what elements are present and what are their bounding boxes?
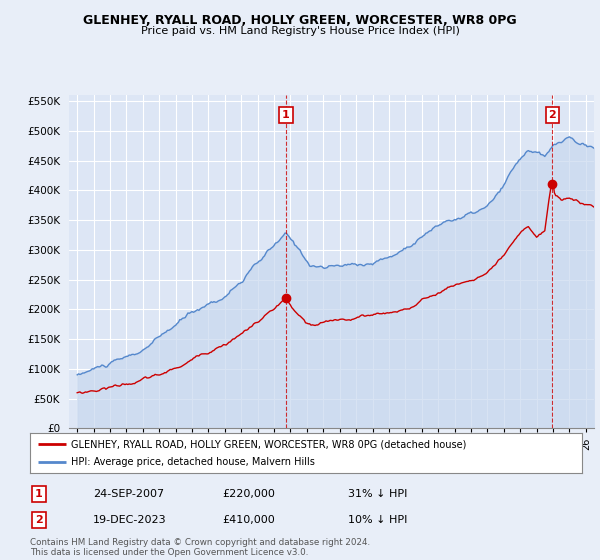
Text: 31% ↓ HPI: 31% ↓ HPI [348, 489, 407, 499]
Text: HPI: Average price, detached house, Malvern Hills: HPI: Average price, detached house, Malv… [71, 458, 315, 467]
Text: 19-DEC-2023: 19-DEC-2023 [93, 515, 167, 525]
Text: £410,000: £410,000 [222, 515, 275, 525]
Text: £220,000: £220,000 [222, 489, 275, 499]
Text: 24-SEP-2007: 24-SEP-2007 [93, 489, 164, 499]
Text: 1: 1 [35, 489, 43, 499]
Text: Contains HM Land Registry data © Crown copyright and database right 2024.
This d: Contains HM Land Registry data © Crown c… [30, 538, 370, 557]
Text: 2: 2 [548, 110, 556, 120]
Text: GLENHEY, RYALL ROAD, HOLLY GREEN, WORCESTER, WR8 0PG (detached house): GLENHEY, RYALL ROAD, HOLLY GREEN, WORCES… [71, 439, 467, 449]
Text: 1: 1 [282, 110, 290, 120]
Text: 10% ↓ HPI: 10% ↓ HPI [348, 515, 407, 525]
Text: GLENHEY, RYALL ROAD, HOLLY GREEN, WORCESTER, WR8 0PG: GLENHEY, RYALL ROAD, HOLLY GREEN, WORCES… [83, 14, 517, 27]
Text: Price paid vs. HM Land Registry's House Price Index (HPI): Price paid vs. HM Land Registry's House … [140, 26, 460, 36]
Text: 2: 2 [35, 515, 43, 525]
